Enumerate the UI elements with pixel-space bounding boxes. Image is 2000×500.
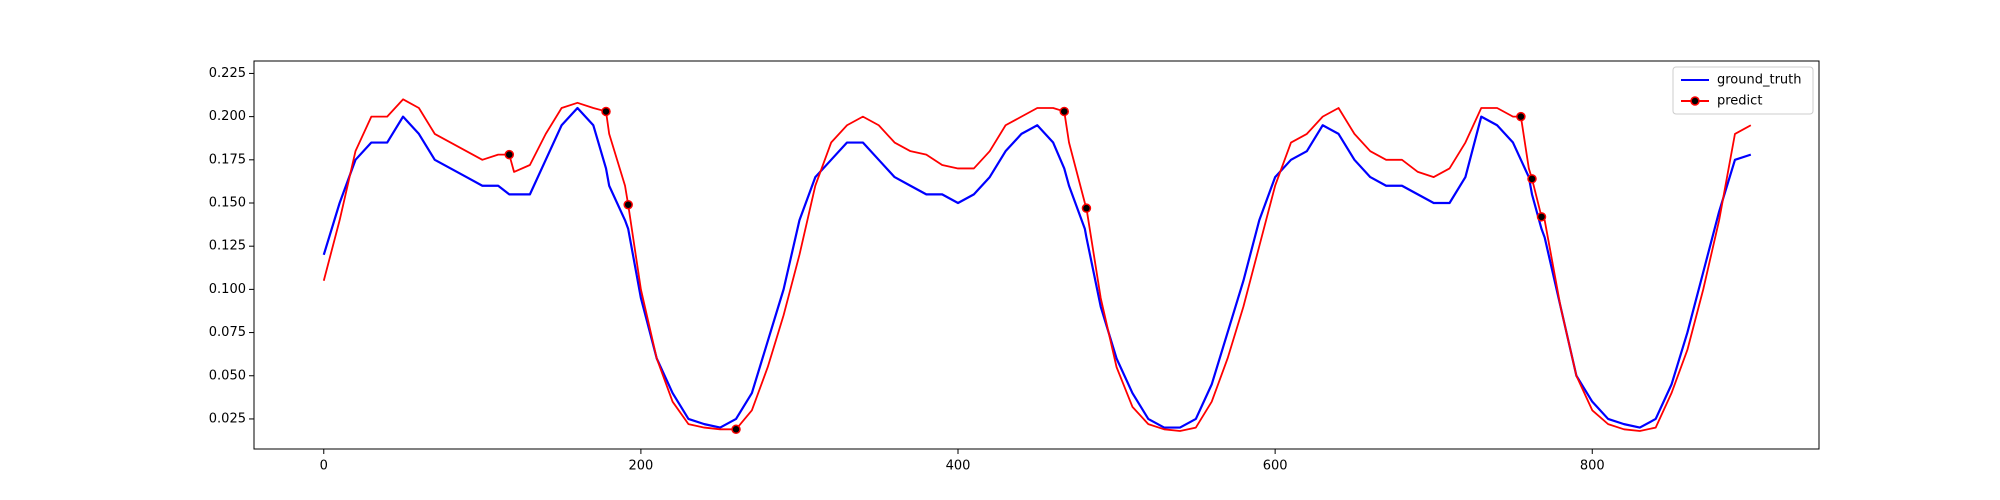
series-line [322,98,1752,432]
legend-marker [1690,96,1700,106]
marker [731,424,741,435]
y-tick-label: 0.150 [209,196,246,211]
y-tick-label: 0.100 [209,282,246,297]
series-line [322,106,1752,429]
y-tick-label: 0.225 [209,66,246,81]
legend-box [1672,66,1814,115]
marker [1527,174,1537,184]
marker [1536,212,1547,222]
marker [1081,203,1092,213]
marker [601,106,611,117]
legend-label: predict [1717,94,1762,109]
y-tick-label: 0.200 [209,109,246,124]
legend-label: ground_truth [1717,73,1802,88]
y-tick-label: 0.075 [209,325,246,340]
y-tick-label: 0.025 [209,411,246,426]
axes-frame [253,60,1820,450]
x-tick-label: 0 [320,459,328,474]
marker [1059,106,1069,117]
marker [1516,111,1526,122]
y-tick-label: 0.050 [209,368,246,383]
x-tick-label: 800 [1580,459,1605,474]
marker [623,199,633,210]
x-tick-label: 600 [1263,459,1288,474]
y-tick-label: 0.175 [209,152,246,167]
x-tick-label: 200 [628,459,653,474]
y-tick-label: 0.125 [209,239,246,254]
marker [504,149,515,160]
x-tick-label: 400 [946,459,971,474]
